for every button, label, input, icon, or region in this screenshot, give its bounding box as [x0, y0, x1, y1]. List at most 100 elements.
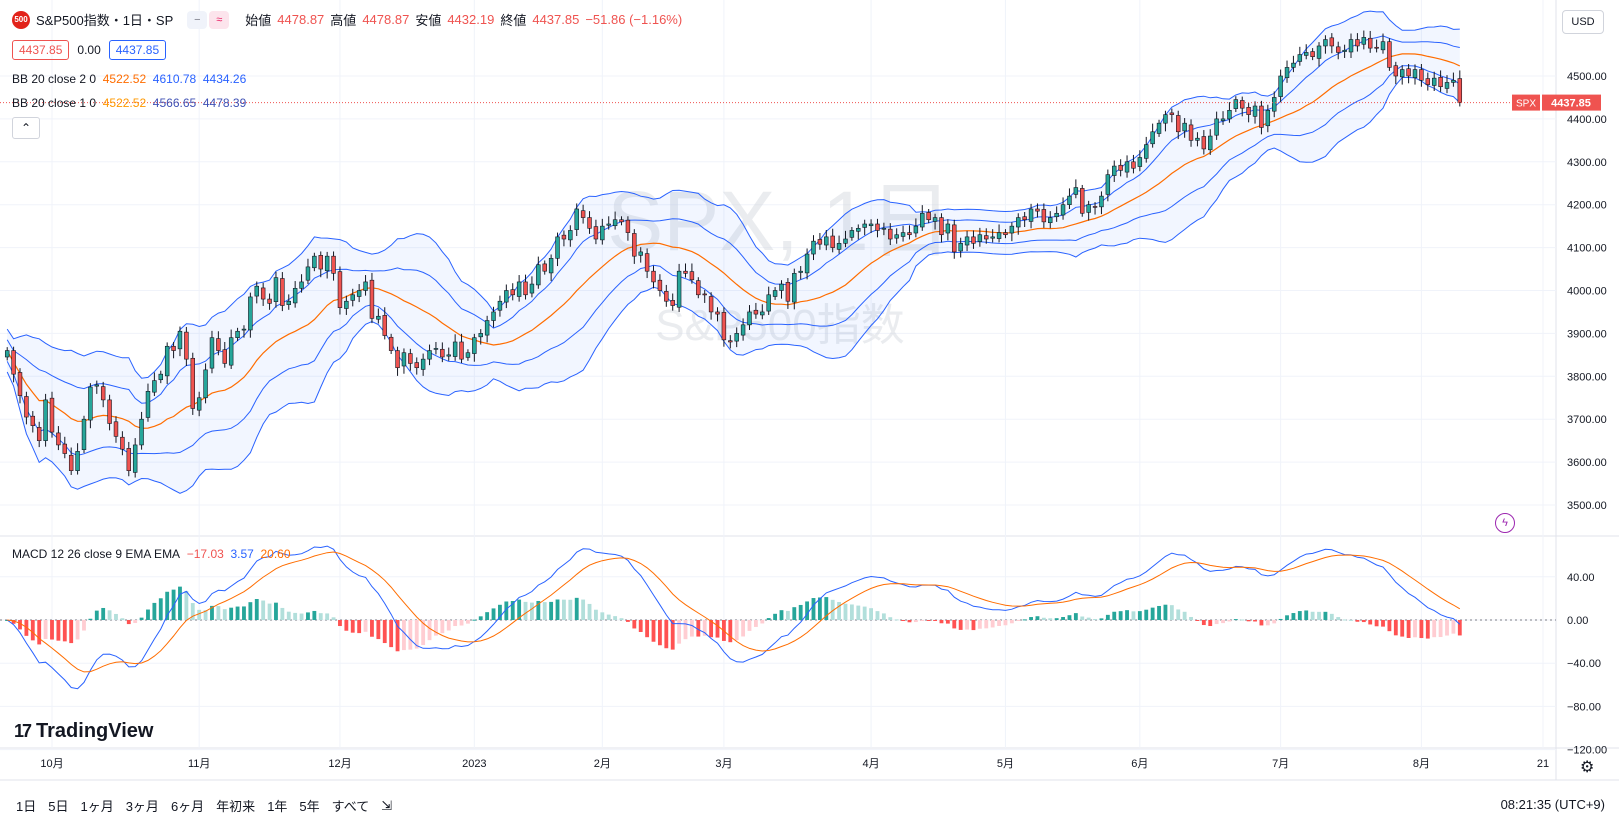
macd-histogram-bar — [715, 620, 720, 638]
macd-histogram-bar — [657, 620, 662, 646]
macd-histogram-bar — [114, 613, 118, 620]
candle-body — [62, 443, 68, 454]
range-5y[interactable]: 5年 — [299, 799, 320, 814]
macd-histogram-bar — [549, 601, 554, 620]
macd-histogram-bar — [753, 620, 758, 627]
range-6m[interactable]: 6ヶ月 — [170, 799, 205, 814]
clock[interactable]: 08:21:35 (UTC+9) — [1500, 797, 1605, 812]
candle-body — [875, 223, 880, 231]
candle-body — [747, 311, 752, 326]
candle-body — [68, 454, 74, 471]
candle-body — [1144, 144, 1149, 159]
candle-body — [913, 225, 919, 234]
macd-signal-value: 20.60 — [260, 547, 291, 561]
macd-histogram-bar — [1393, 620, 1398, 636]
candle-body — [1137, 157, 1143, 167]
candle-body — [657, 279, 663, 291]
macd-histogram-bar — [50, 620, 54, 640]
candle-body — [862, 223, 867, 228]
price-tick-label: 4100.00 — [1567, 243, 1607, 255]
macd-histogram-bar — [382, 620, 387, 644]
macd-histogram-bar — [1086, 617, 1091, 620]
bb2-legend[interactable]: BB 20 close 2 0 4522.52 4610.78 4434.26 — [12, 72, 246, 86]
range-1y[interactable]: 1年 — [267, 799, 288, 814]
price-tick-label: 3800.00 — [1567, 371, 1607, 383]
macd-histogram-bar — [133, 620, 138, 624]
candle-body — [849, 230, 855, 238]
range-ytd[interactable]: 年初来 — [216, 799, 256, 814]
macd-histogram-bar — [1278, 618, 1283, 620]
macd-histogram-bar — [402, 620, 406, 651]
settings-icon[interactable]: ⚙ — [1580, 759, 1595, 776]
candle-body — [152, 380, 157, 393]
range-3m[interactable]: 3ヶ月 — [125, 799, 159, 814]
candle-body — [388, 336, 394, 351]
macd-histogram-bar — [222, 609, 227, 620]
candle-body — [356, 290, 362, 297]
macd-histogram-bar — [18, 620, 22, 630]
collapse-legend-button[interactable]: ⌃ — [12, 117, 40, 139]
macd-histogram-bar — [120, 618, 125, 620]
date-range-icon[interactable]: ⇲ — [381, 797, 393, 813]
lightning-icon[interactable]: ϟ — [1495, 513, 1515, 533]
candle-body — [248, 296, 253, 331]
bb1-legend[interactable]: BB 20 close 1 0 4522.52 4566.65 4478.39 — [12, 96, 246, 110]
range-1m[interactable]: 1ヶ月 — [80, 799, 114, 814]
range-5d[interactable]: 5日 — [48, 799, 69, 814]
macd-histogram-bar — [952, 620, 957, 629]
candle-body — [145, 391, 151, 418]
time-tick-label: 5月 — [997, 758, 1014, 770]
candle-body — [1118, 164, 1123, 171]
candle-body — [555, 236, 560, 259]
candle-body — [312, 255, 317, 269]
candle-body — [1182, 122, 1187, 132]
candle-body — [792, 273, 797, 303]
candle-body — [568, 230, 573, 241]
candle-body — [484, 320, 490, 336]
candle-body — [286, 300, 291, 305]
ask-price[interactable]: 4437.85 — [108, 40, 167, 60]
price-tick-label: 3900.00 — [1567, 328, 1607, 340]
candle-body — [996, 232, 1002, 239]
macd-histogram-bar — [1067, 615, 1072, 620]
candle-body — [1016, 217, 1021, 228]
bb-band-fill — [7, 11, 1460, 494]
candle-body — [619, 219, 624, 223]
candle-body — [1438, 76, 1443, 88]
candle-body — [478, 333, 483, 338]
tradingview-logo: 17 TradingView — [14, 720, 153, 743]
bid-price[interactable]: 4437.85 — [12, 40, 70, 60]
currency-selector[interactable]: USD — [1562, 10, 1604, 34]
candle-body — [139, 418, 144, 446]
candle-body — [1131, 161, 1136, 169]
macd-histogram-bar — [30, 620, 35, 641]
macd-histogram-bar — [184, 590, 189, 620]
macd-histogram-bar — [69, 620, 74, 644]
macd-histogram-bar — [1048, 618, 1053, 620]
macd-histogram-bar — [977, 620, 982, 629]
candle-body — [1252, 105, 1258, 117]
range-all[interactable]: すべて — [331, 799, 370, 814]
macd-legend[interactable]: MACD 12 26 close 9 EMA EMA −17.03 3.57 2… — [12, 547, 291, 561]
macd-histogram-bar — [901, 620, 905, 621]
minus-icon[interactable]: − — [187, 10, 208, 29]
candle-body — [280, 278, 285, 306]
macd-histogram-bar — [997, 620, 1001, 626]
macd-histogram-bar — [613, 616, 618, 620]
candle-body — [772, 290, 778, 297]
candle-body — [504, 290, 509, 303]
candle-body — [324, 255, 330, 272]
macd-histogram-bar — [1406, 620, 1411, 638]
candle-body — [926, 212, 931, 221]
price-tick-label: 3700.00 — [1567, 414, 1607, 426]
candle-body — [920, 212, 925, 228]
macd-histogram-bar — [43, 620, 48, 639]
macd-histogram-bar — [510, 601, 515, 620]
candle-body — [536, 264, 541, 286]
wave-icon[interactable]: ≈ — [209, 10, 230, 29]
symbol-title[interactable]: S&P500指数・1日・SP — [36, 13, 174, 28]
candle-body — [1316, 45, 1322, 59]
candle-body — [1086, 204, 1091, 213]
range-1d[interactable]: 1日 — [16, 799, 37, 814]
